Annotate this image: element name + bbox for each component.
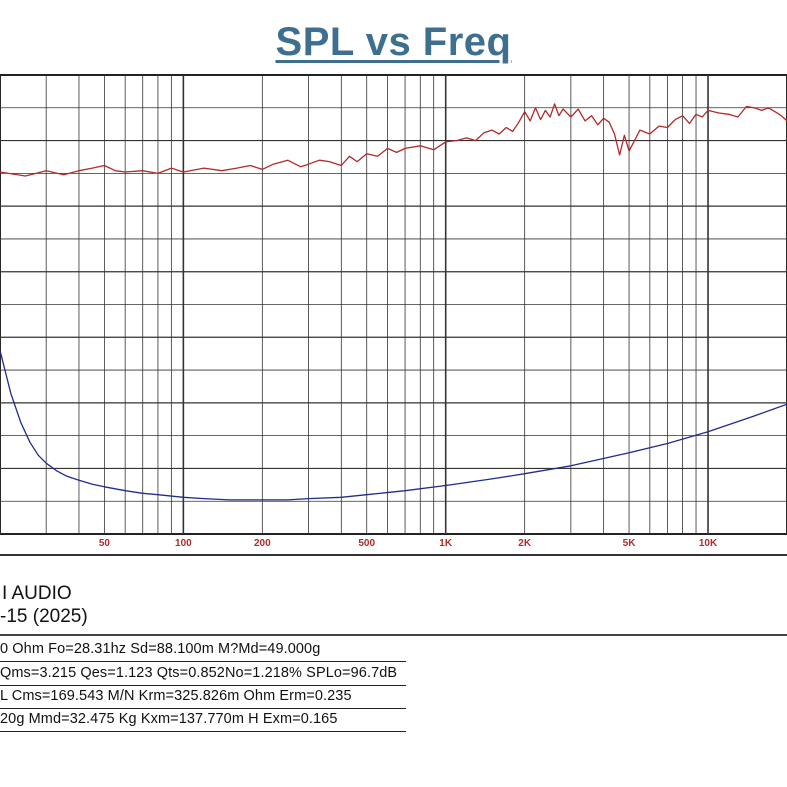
x-tick-label: 10K — [699, 538, 718, 549]
spl-curve — [0, 103, 787, 177]
x-tick-label: 200 — [254, 538, 271, 549]
param-divider-2 — [0, 685, 406, 686]
param-row-2: Qms=3.215 Qes=1.123 Qts=0.852No=1.218% S… — [0, 665, 398, 681]
chart-bottom-rule — [0, 554, 787, 556]
x-tick-label: 500 — [358, 538, 375, 549]
param-divider-4 — [0, 731, 406, 732]
x-tick-label: 50 — [99, 538, 111, 549]
chart-title: SPL vs Freq — [275, 20, 512, 64]
table-top-rule — [0, 634, 787, 636]
param-divider-1 — [0, 661, 406, 662]
plot-frame — [0, 74, 787, 535]
param-row-3: L Cms=169.543 M/N Krm=325.826m Ohm Erm=0… — [0, 688, 352, 704]
spl-chart: 50 100 200 500 1K 2K 5K 10K — [0, 74, 787, 556]
x-tick-label: 1K — [439, 538, 453, 549]
param-row-4: 20g Mmd=32.475 Kg Kxm=137.770m H Exm=0.1… — [0, 711, 338, 727]
model-label: -15 (2025) — [0, 606, 88, 627]
x-tick-label: 2K — [518, 538, 532, 549]
param-row-1: 0 Ohm Fo=28.31hz Sd=88.100m M?Md=49.000g — [0, 641, 321, 657]
param-divider-3 — [0, 708, 406, 709]
x-tick-label: 5K — [623, 538, 637, 549]
brand-label: I AUDIO — [2, 583, 72, 604]
x-tick-label: 100 — [175, 538, 192, 549]
impedance-curve — [0, 350, 787, 501]
